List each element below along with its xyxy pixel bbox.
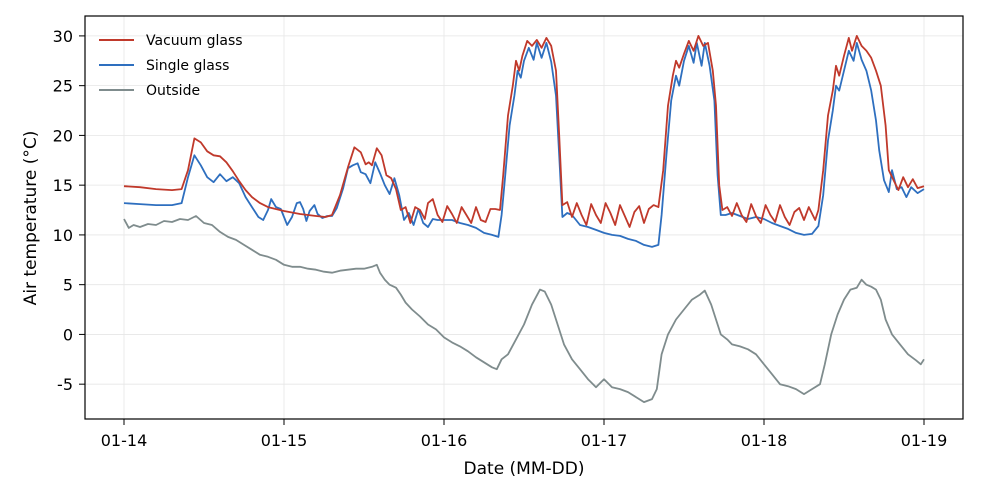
grid-lines [85,16,963,419]
y-tick-label: 25 [53,77,73,96]
y-tick-label: 0 [63,325,73,344]
legend-label: Vacuum glass [146,33,243,49]
x-axis-title: Date (MM-DD) [464,459,585,479]
y-axis-title: Air temperature (°C) [21,131,41,306]
x-tick-label: 01-17 [581,431,628,450]
y-tick-label: 15 [53,176,73,195]
y-tick-label: 20 [53,126,73,145]
legend: Vacuum glass Single glass Outside [99,33,243,99]
y-tick-label: 10 [53,226,73,245]
y-tick-label: 5 [63,276,73,295]
series-line-vacuum-glass [123,35,925,228]
series-lines [123,35,925,403]
legend-label: Single glass [146,58,229,74]
y-tick-label: 30 [53,27,73,46]
series-line-outside [123,215,925,403]
plot-area-frame [84,15,964,420]
y-axis: -5 0 5 10 15 20 25 30 [53,27,85,394]
y-tick-label: -5 [57,375,73,394]
x-tick-label: 01-16 [421,431,468,450]
x-tick-label: 01-14 [101,431,148,450]
series-line-single-glass [123,42,925,248]
x-tick-label: 01-19 [901,431,948,450]
x-tick-label: 01-18 [741,431,788,450]
x-tick-label: 01-15 [261,431,308,450]
x-axis: 01-14 01-15 01-16 01-17 01-18 01-19 [101,419,948,450]
legend-label: Outside [146,83,200,99]
